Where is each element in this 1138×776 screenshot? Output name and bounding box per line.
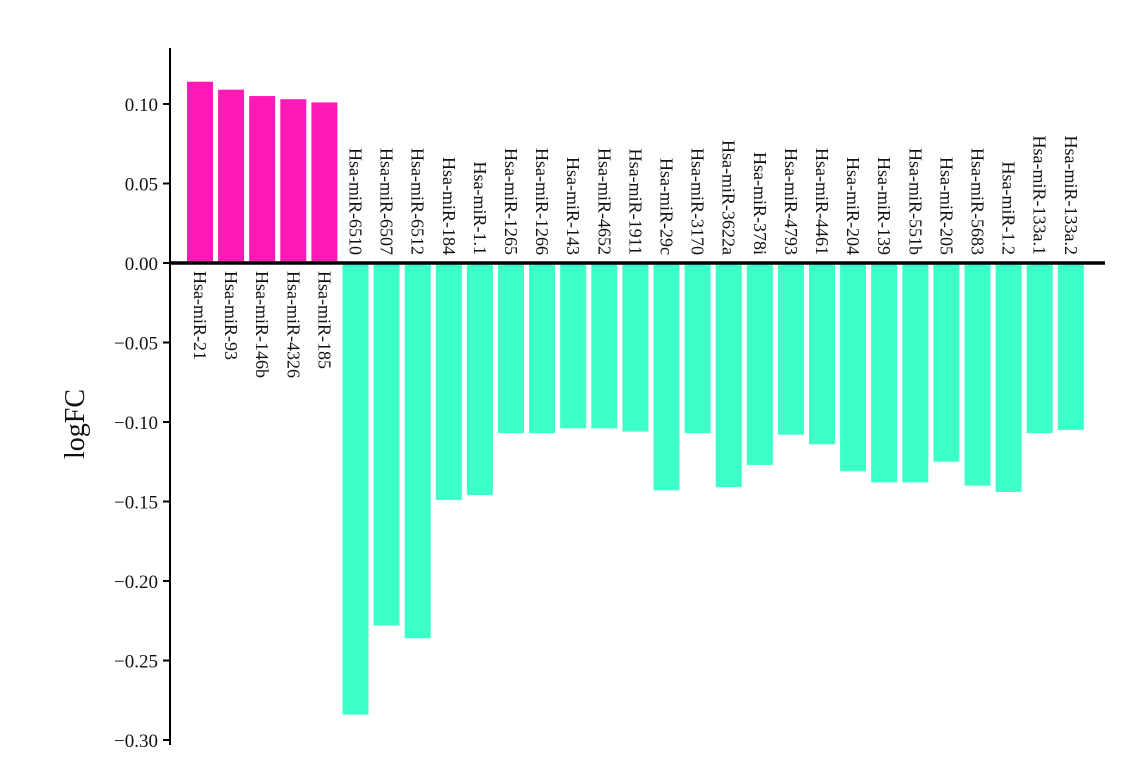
y-tick-label: −0.05	[114, 334, 158, 355]
category-label: Hsa-miR-184	[439, 157, 459, 255]
bar	[498, 263, 524, 434]
y-tick-label: −0.30	[114, 731, 158, 752]
bar	[311, 102, 338, 263]
y-tick-label: 0.10	[125, 95, 158, 116]
category-label: Hsa-miR-205	[936, 157, 956, 255]
y-tick-label: 0.05	[125, 175, 158, 196]
category-label: Hsa-miR-1.2	[999, 162, 1019, 256]
bar	[529, 263, 556, 434]
category-labels: Hsa-miR-21 Hsa-miR-93 Hsa-miR-146b Hsa-miR-…	[190, 136, 1081, 378]
category-label: Hsa-miR-1265	[501, 148, 521, 255]
bar	[964, 263, 991, 486]
category-label: Hsa-miR-4793	[781, 148, 801, 255]
bar	[622, 263, 649, 432]
bar	[1026, 263, 1053, 434]
bar	[840, 263, 867, 472]
category-label: Hsa-miR-1.1	[470, 162, 490, 256]
category-label: Hsa-miR-551b	[905, 148, 925, 255]
bar	[342, 263, 369, 715]
category-label: Hsa-miR-4461	[812, 148, 832, 255]
bar	[871, 263, 898, 483]
bar	[591, 263, 618, 429]
y-tick-label: 0.00	[125, 254, 158, 275]
bar	[653, 263, 680, 491]
category-label: Hsa-miR-21	[190, 271, 210, 360]
y-axis-title: logFC	[60, 389, 91, 459]
bar	[684, 263, 711, 434]
bar	[560, 263, 587, 429]
y-tick-label: −0.15	[114, 493, 158, 514]
bar	[777, 263, 804, 435]
bar	[249, 96, 276, 263]
bar	[218, 89, 245, 263]
category-label: Hsa-miR-143	[563, 157, 583, 255]
category-label: Hsa-miR-5683	[968, 148, 988, 255]
y-tick-label: −0.10	[114, 413, 158, 434]
category-label: Hsa-miR-3170	[688, 148, 708, 255]
bar	[1057, 263, 1084, 430]
category-label: Hsa-miR-6510	[346, 148, 366, 255]
bar	[280, 99, 307, 263]
y-tick-label: −0.20	[114, 572, 158, 593]
y-axis: 0.10 0.05 0.00 −0.05 −0.10 −0.15 −0.20 −0.25 −0.…	[114, 48, 171, 752]
bars-group	[187, 81, 1084, 715]
category-label: Hsa-miR-4326	[283, 271, 303, 378]
bar	[715, 263, 742, 488]
category-label: Hsa-miR-378i	[750, 152, 770, 255]
bar	[902, 263, 929, 483]
category-label: Hsa-miR-6512	[408, 148, 428, 255]
bar	[809, 263, 835, 445]
category-label: Hsa-miR-4652	[594, 148, 614, 255]
category-label: Hsa-miR-133a.2	[1061, 136, 1081, 255]
category-label: Hsa-miR-1266	[532, 148, 552, 255]
bar	[187, 81, 213, 264]
bar	[466, 263, 493, 496]
category-label: Hsa-miR-1911	[625, 149, 645, 255]
bar	[373, 263, 400, 626]
category-label: Hsa-miR-93	[221, 271, 241, 360]
category-label: Hsa-miR-204	[843, 157, 863, 255]
category-label: Hsa-miR-6507	[377, 148, 397, 255]
bar	[746, 263, 773, 465]
category-label: Hsa-miR-29c	[657, 158, 677, 255]
bar	[933, 263, 960, 462]
category-label: Hsa-miR-139	[874, 157, 894, 255]
category-label: Hsa-miR-185	[314, 271, 334, 369]
y-tick-label: −0.25	[114, 652, 158, 673]
category-label: Hsa-miR-146b	[252, 271, 272, 378]
bar	[435, 263, 462, 500]
bar	[404, 263, 431, 639]
category-label: Hsa-miR-133a.1	[1030, 136, 1050, 255]
category-label: Hsa-miR-3622a	[719, 140, 739, 255]
bar	[995, 263, 1022, 492]
